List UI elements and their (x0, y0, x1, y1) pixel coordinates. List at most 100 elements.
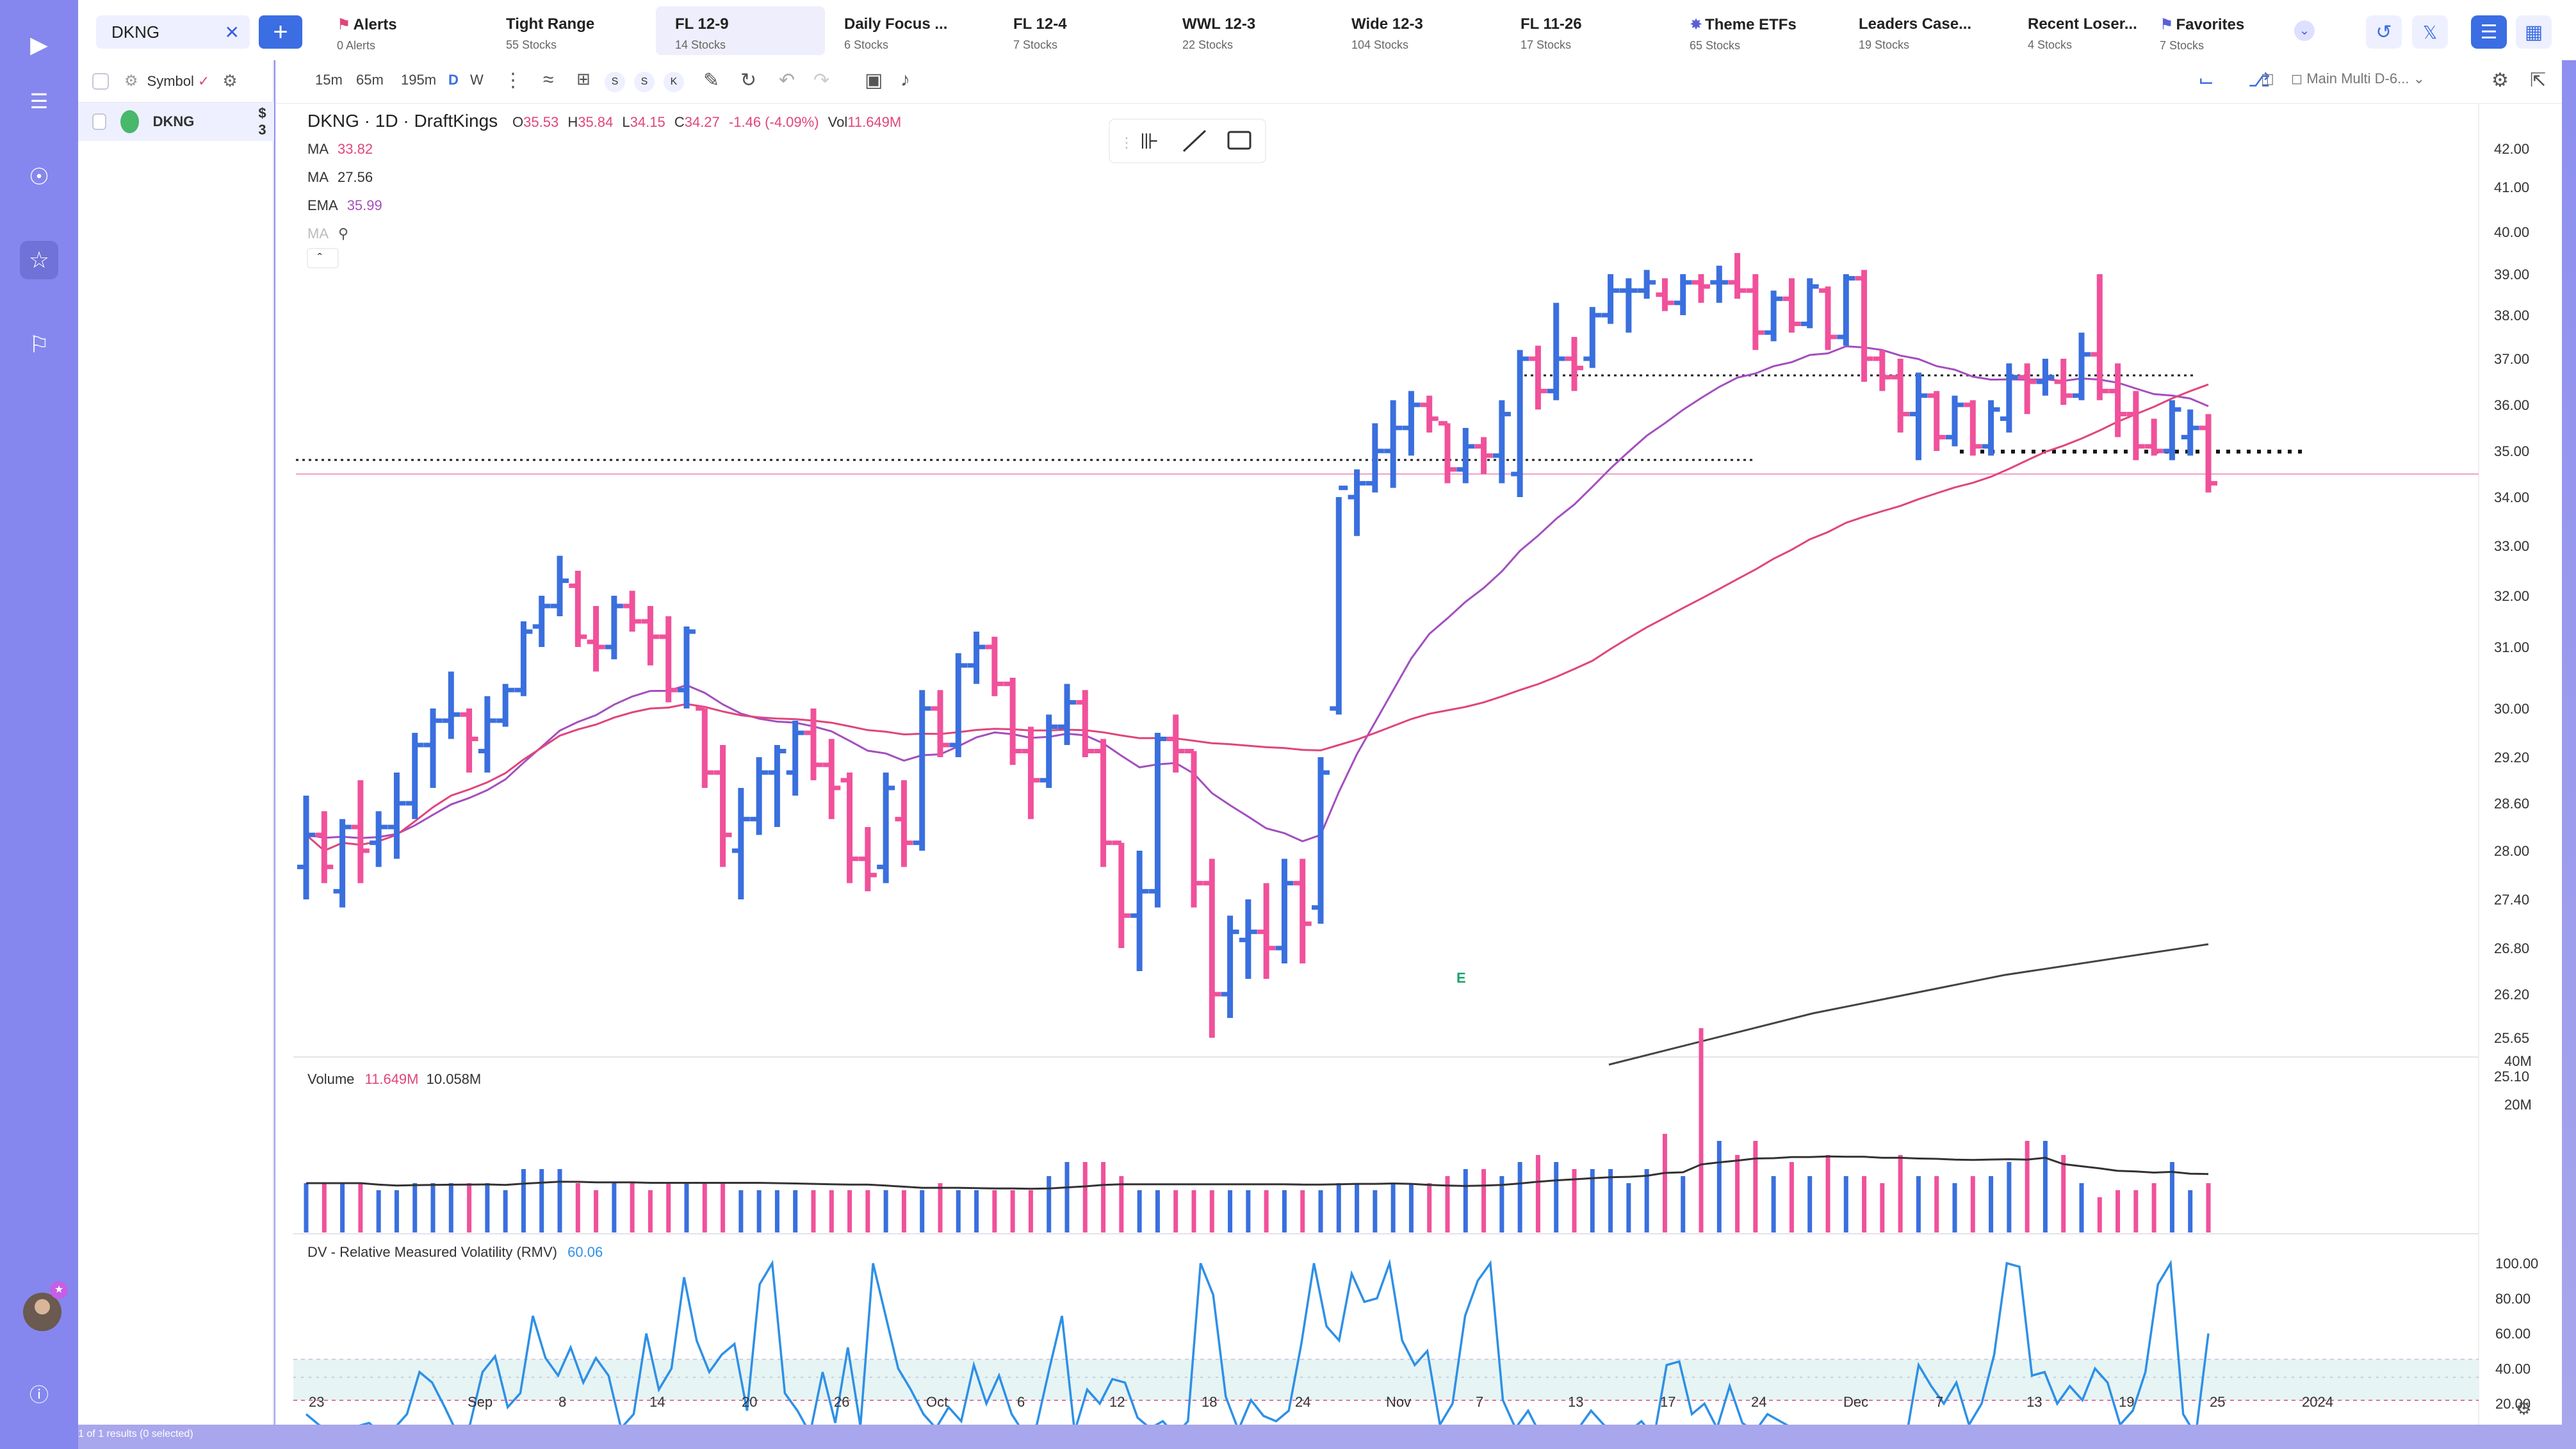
price-tick-label: 40.00 (2494, 224, 2529, 240)
watchlist-panel: ⚙ Symbol ✓ ⚙ DKNG $ 3 (78, 60, 274, 1425)
gear-icon[interactable]: ⚙ (222, 71, 238, 90)
rmv-tick-label: 80.00 (2495, 1291, 2531, 1307)
s-toggle-2[interactable]: S (634, 72, 655, 92)
tab-recent-losers[interactable]: Recent Loser... 4 Stocks (2028, 15, 2137, 51)
drag-handle-icon[interactable]: ⋮ (1120, 135, 1134, 151)
price-tick-label: 35.00 (2494, 443, 2529, 459)
s-toggle-1[interactable]: S (605, 72, 625, 92)
refresh-icon[interactable]: ↻ (740, 70, 757, 91)
tab-favorites[interactable]: ⚑ Favorites 7 Stocks (2160, 16, 2245, 52)
gear-icon[interactable]: ⚙ (2491, 70, 2509, 91)
chart-line-icon[interactable]: ⌙ (2198, 70, 2215, 91)
interval-15m[interactable]: 15m (315, 72, 343, 88)
tab-daily-focus[interactable]: Daily Focus ... 6 Stocks (844, 15, 948, 51)
left-nav: ▶ ☰ ☉ ☆ ⚐ ★ ⓘ (0, 0, 78, 1449)
trendline-icon[interactable] (1182, 129, 1207, 152)
ma-50-line (306, 383, 2209, 852)
price-chart[interactable]: 42.00 41.00 40.00 39.00 38.00 37.00 36.00 35.00… (275, 104, 2562, 1425)
tab-wide-12-3[interactable]: Wide 12-3 104 Stocks (1351, 15, 1423, 51)
symbol-search-input[interactable]: DKNG ✕ (96, 15, 250, 49)
undo-icon[interactable]: ↶ (779, 70, 795, 91)
bell-icon[interactable]: ♪ (901, 69, 910, 90)
help-icon[interactable]: ⓘ (29, 1385, 49, 1406)
x-axis-label: 13 (2026, 1394, 2042, 1410)
drawing-toolbar-bg (1109, 119, 1266, 163)
x-axis-label: 24 (1751, 1394, 1766, 1410)
volume-bars (304, 1028, 2211, 1232)
row-price: $ 3 (258, 105, 266, 138)
price-tick-label: 41.00 (2494, 179, 2529, 195)
legend-ma1: MA 33.82 (307, 141, 373, 157)
earnings-marker[interactable]: E (1456, 970, 1466, 986)
rmv-tick-label: 60.00 (2495, 1326, 2531, 1342)
interval-195m[interactable]: 195m (401, 72, 437, 88)
row-checkbox[interactable] (92, 113, 106, 130)
status-bar: 1 of 1 results (0 selected) (78, 1425, 2576, 1449)
eye-hidden-icon[interactable]: ⚲ (338, 225, 348, 242)
star-icon[interactable]: ☆ (20, 241, 58, 279)
pencil-icon[interactable]: ✎ (703, 70, 720, 91)
legend-ma4: MA (307, 225, 329, 242)
list-item[interactable]: DKNG $ 3 (78, 102, 274, 141)
price-tick-label: 33.00 (2494, 538, 2529, 554)
redo-icon[interactable]: ↷ (813, 70, 830, 91)
folder-icon: ◻ (2290, 70, 2303, 86)
bar-type-icon[interactable]: ⋮ (503, 70, 523, 91)
column-symbol-label[interactable]: Symbol (147, 72, 194, 89)
legend-ma2: MA 27.56 (307, 169, 373, 185)
chevron-down-icon[interactable]: ⌄ (2294, 20, 2315, 41)
candles-icon[interactable]: ⊪ (1140, 129, 1159, 154)
legend-ema: EMA 35.99 (307, 197, 382, 213)
interval-65m[interactable]: 65m (356, 72, 384, 88)
tab-wwl-12-3[interactable]: WWL 12-3 22 Stocks (1182, 15, 1256, 51)
list-view-icon[interactable]: ☰ (2471, 15, 2507, 49)
price-tick-label: 29.20 (2494, 749, 2529, 765)
chart-panel: 15m 65m 195m D W ⋮ ≈ ⊞ S S K ✎ ↻ ↶ ↷ ▣ ♪… (275, 60, 2562, 1425)
comment-icon[interactable] (1227, 131, 1251, 150)
add-button[interactable]: + (259, 15, 302, 49)
results-count: 1 of 1 results (0 selected) (78, 1429, 193, 1439)
tab-leaders-case[interactable]: Leaders Case... 19 Stocks (1859, 15, 1972, 51)
x-axis-label: Dec (1843, 1394, 1868, 1410)
price-tick-label: 37.00 (2494, 351, 2529, 367)
compare-icon[interactable]: ⎇ (2248, 70, 2270, 91)
symbol-search-value: DKNG (111, 22, 160, 42)
x-axis-label: 7 (1476, 1394, 1483, 1410)
fullscreen-icon[interactable]: ⇱ (2530, 70, 2547, 91)
tab-fl-12-4[interactable]: FL 12-4 7 Stocks (1013, 15, 1067, 51)
interval-w[interactable]: W (470, 72, 484, 88)
settings-small-icon[interactable]: ⚙ (124, 72, 138, 90)
logo-play-icon[interactable]: ▶ (30, 31, 48, 58)
tab-theme-etfs[interactable]: ✸ Theme ETFs 65 Stocks (1690, 16, 1797, 52)
sort-icon[interactable]: ✓ (197, 72, 210, 89)
tab-fl-12-9[interactable]: FL 12-9 14 Stocks (656, 6, 825, 55)
volume-legend: Volume 11.649M 10.058M (307, 1071, 481, 1087)
tab-tight-range[interactable]: Tight Range 55 Stocks (506, 15, 595, 51)
layout-select[interactable]: ◫ ◻ Main Multi D-6... ⌄ (2261, 70, 2425, 86)
chevron-up-icon: ˆ (318, 252, 322, 266)
tab-alerts[interactable]: ⚑ Alerts 0 Alerts (337, 16, 397, 52)
list-menu-icon[interactable]: ☰ (29, 90, 49, 113)
grid-view-icon[interactable]: ▦ (2516, 15, 2552, 49)
x-axis-label: 18 (1202, 1394, 1217, 1410)
axes: 42.00 41.00 40.00 39.00 38.00 37.00 36.00 35.00… (309, 141, 2538, 1412)
interval-d[interactable]: D (448, 72, 459, 88)
price-tick-label: 30.00 (2494, 701, 2529, 717)
x-axis-label: 20 (742, 1394, 757, 1410)
k-toggle[interactable]: K (664, 72, 684, 92)
camera-icon[interactable]: ▣ (865, 70, 883, 91)
target-icon[interactable]: ☉ (28, 163, 50, 190)
collapse-legend-button[interactable] (307, 248, 339, 268)
avatar[interactable] (23, 1293, 61, 1331)
indicators-icon[interactable]: ≈ (543, 69, 554, 90)
axis-settings-icon[interactable]: ⚙ (2516, 1398, 2532, 1418)
tab-fl-11-26[interactable]: FL 11-26 17 Stocks (1520, 15, 1582, 51)
flag-icon[interactable]: ⚐ (28, 331, 50, 357)
ma-200-line (1608, 943, 2209, 1066)
chart-grid-icon[interactable]: ⊞ (576, 69, 591, 88)
rmv-line (305, 1259, 2210, 1425)
close-icon[interactable]: ✕ (224, 22, 240, 42)
x-social-icon[interactable]: 𝕏 (2412, 15, 2448, 49)
share-icon[interactable]: ↺ (2366, 15, 2402, 49)
select-all-checkbox[interactable] (92, 72, 109, 90)
